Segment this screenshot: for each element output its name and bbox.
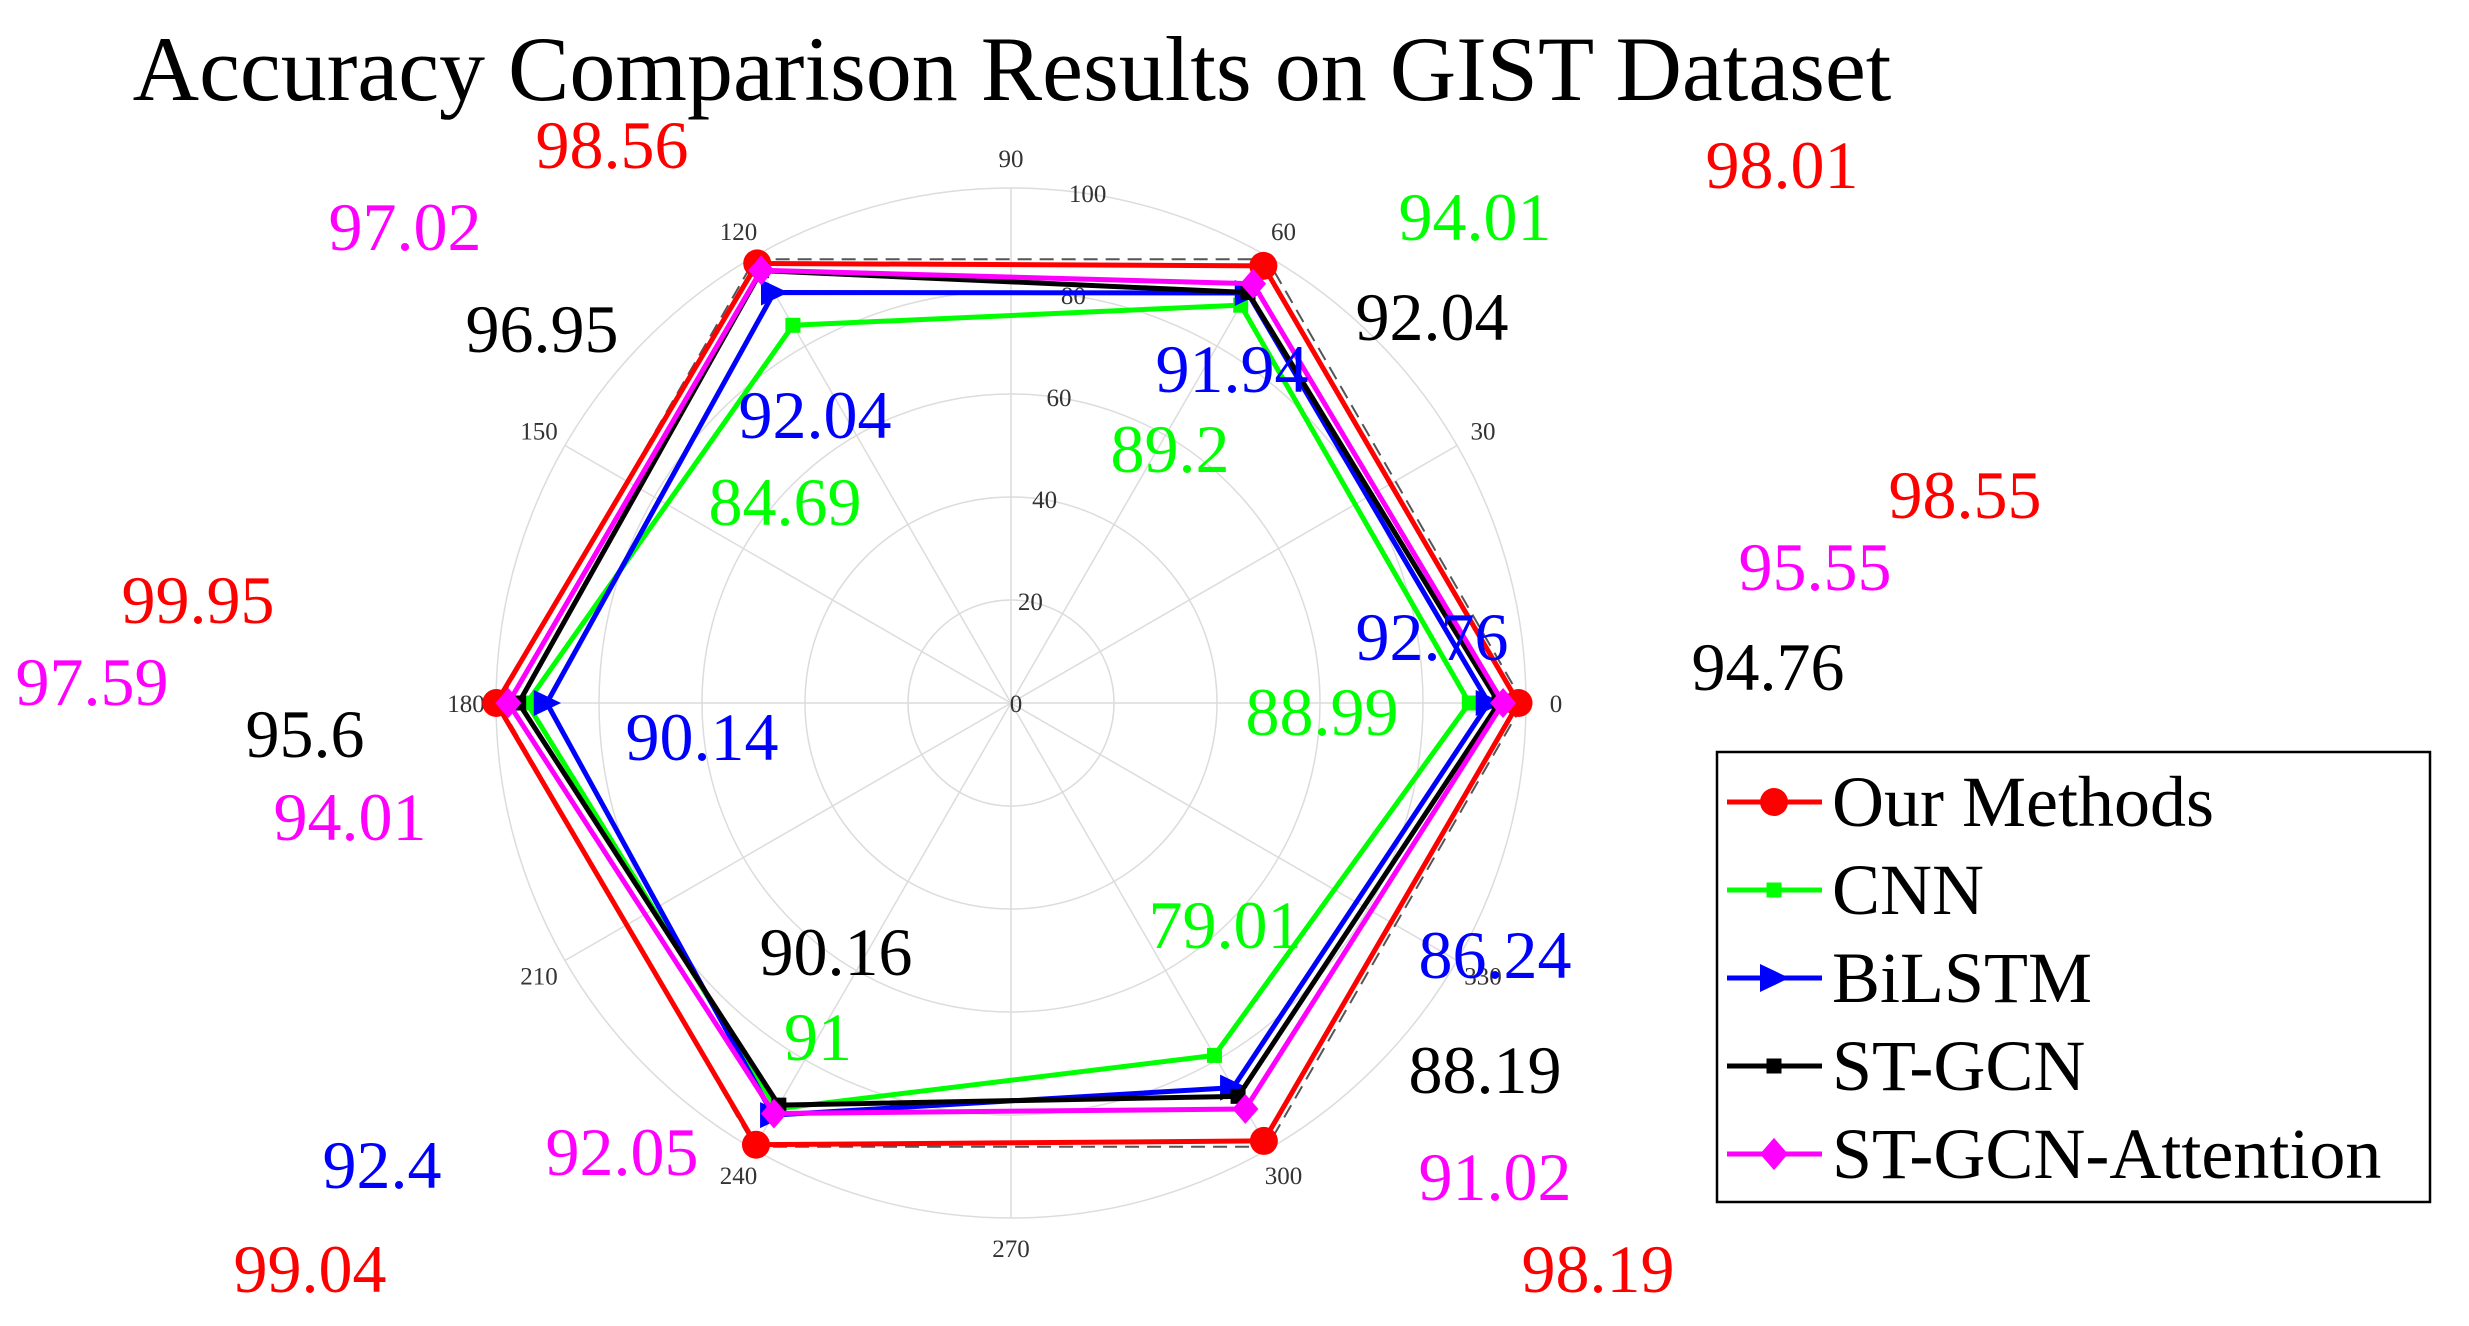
data-point bbox=[1461, 695, 1477, 711]
legend-label: Our Methods bbox=[1832, 762, 2214, 842]
data-point bbox=[1232, 1094, 1259, 1124]
value-label: 96.95 bbox=[466, 291, 619, 367]
radial-tick-label: 40 bbox=[1032, 487, 1057, 514]
value-label: 98.56 bbox=[536, 107, 689, 183]
angle-tick-label: 0 bbox=[1550, 691, 1563, 718]
value-label: 92.04 bbox=[1356, 279, 1509, 355]
grid-spoke-210 bbox=[564, 702, 1012, 962]
angle-tick-label: 180 bbox=[447, 691, 485, 718]
value-label: 79.01 bbox=[1149, 887, 1302, 963]
value-label: 91.94 bbox=[1156, 331, 1309, 407]
angle-tick-label: 120 bbox=[720, 219, 758, 246]
value-label: 95.55 bbox=[1739, 529, 1892, 605]
grid-spoke-240 bbox=[752, 702, 1012, 1150]
radial-tick-label: 20 bbox=[1018, 589, 1043, 616]
data-point bbox=[1206, 1047, 1222, 1063]
data-point bbox=[1504, 689, 1533, 717]
angle-tick-label: 330 bbox=[1464, 964, 1502, 991]
value-label: 88.19 bbox=[1409, 1032, 1562, 1108]
legend-item: ST-GCN bbox=[1727, 1026, 2085, 1106]
series-st-gcn-attention bbox=[495, 255, 1517, 1129]
legend-marker bbox=[1760, 788, 1788, 816]
value-label: 91.02 bbox=[1419, 1139, 1572, 1215]
legend: Our MethodsCNNBiLSTMST-GCNST-GCN-Attenti… bbox=[1715, 750, 2432, 1204]
legend-item: Our Methods bbox=[1727, 762, 2214, 842]
value-label: 92.05 bbox=[546, 1114, 699, 1190]
value-label: 92.76 bbox=[1356, 599, 1509, 675]
value-label: 94.01 bbox=[1399, 179, 1552, 255]
grid-spoke-330 bbox=[1010, 702, 1458, 962]
value-label: 97.59 bbox=[16, 644, 169, 720]
value-label: 95.6 bbox=[246, 696, 365, 772]
data-point bbox=[785, 317, 801, 333]
angle-tick-label: 210 bbox=[520, 964, 558, 991]
legend-item: CNN bbox=[1727, 850, 1984, 930]
value-label: 88.99 bbox=[1246, 674, 1399, 750]
value-label: 91 bbox=[784, 999, 852, 1075]
angle-tick-label: 300 bbox=[1265, 1163, 1303, 1190]
radial-tick-label: 60 bbox=[1047, 385, 1072, 412]
value-label: 97.02 bbox=[329, 189, 482, 265]
value-label: 90.16 bbox=[760, 914, 913, 990]
series-layer bbox=[482, 249, 1533, 1159]
value-label: 90.14 bbox=[626, 699, 779, 775]
value-label: 94.01 bbox=[274, 779, 427, 855]
value-label: 99.04 bbox=[234, 1231, 387, 1307]
legend-label: BiLSTM bbox=[1832, 938, 2092, 1018]
legend-item: BiLSTM bbox=[1727, 938, 2092, 1018]
legend-label: ST-GCN-Attention bbox=[1832, 1114, 2381, 1194]
value-label: 89.2 bbox=[1111, 411, 1230, 487]
angle-tick-label: 90 bbox=[999, 146, 1024, 173]
data-point bbox=[495, 688, 522, 718]
legend-marker bbox=[1766, 882, 1782, 898]
legend-item: ST-GCN-Attention bbox=[1727, 1114, 2381, 1194]
legend-marker bbox=[1760, 964, 1790, 992]
value-label: 99.95 bbox=[122, 562, 275, 638]
legend-label: ST-GCN bbox=[1832, 1026, 2085, 1106]
data-point bbox=[741, 1130, 770, 1159]
data-point bbox=[1490, 688, 1517, 718]
angle-tick-labels: 0 30 60 90 120 150 180 210 240 270 300 330 bbox=[447, 146, 1562, 1263]
data-point bbox=[1249, 1126, 1278, 1155]
angle-tick-label: 30 bbox=[1470, 419, 1495, 446]
value-label: 98.19 bbox=[1522, 1231, 1675, 1307]
data-point bbox=[748, 255, 775, 286]
angle-tick-label: 240 bbox=[720, 1163, 758, 1190]
angle-tick-label: 270 bbox=[992, 1236, 1030, 1263]
data-point bbox=[533, 690, 562, 716]
legend-box bbox=[1715, 750, 2432, 1204]
value-label: 92.04 bbox=[739, 377, 892, 453]
value-label: 94.76 bbox=[1692, 629, 1845, 705]
radial-tick-label: 100 bbox=[1069, 181, 1107, 208]
value-label: 84.69 bbox=[709, 464, 862, 540]
legend-marker bbox=[1760, 1137, 1788, 1171]
angle-tick-label: 60 bbox=[1271, 219, 1296, 246]
data-point bbox=[1475, 690, 1504, 716]
data-point bbox=[760, 1098, 787, 1129]
grid-spoke-300 bbox=[1010, 702, 1270, 1150]
value-label: 98.55 bbox=[1889, 457, 2042, 533]
legend-marker bbox=[1766, 1058, 1782, 1074]
value-label: 86.24 bbox=[1419, 917, 1572, 993]
value-label: 98.01 bbox=[1706, 127, 1859, 203]
grid-spoke-60 bbox=[1010, 256, 1270, 704]
data-point bbox=[760, 279, 789, 306]
value-label: 92.4 bbox=[323, 1127, 442, 1203]
radial-tick-label: 0 bbox=[1010, 691, 1023, 718]
grid-spoke-30 bbox=[1010, 444, 1458, 704]
data-point bbox=[1240, 268, 1267, 299]
legend-label: CNN bbox=[1832, 850, 1984, 930]
chart-title: Accuracy Comparison Results on GIST Data… bbox=[133, 18, 1892, 120]
angle-tick-label: 150 bbox=[520, 419, 558, 446]
